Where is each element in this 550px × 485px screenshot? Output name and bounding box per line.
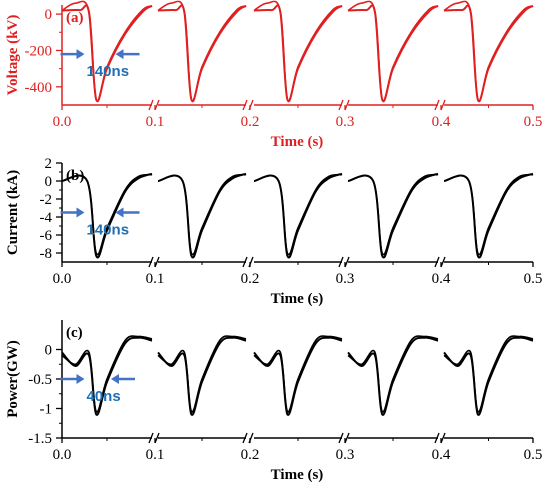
x-tick-label: 0.4 [432,447,451,463]
axis-break-mark [242,99,248,111]
axis-break-mark [440,432,446,444]
y-tick-label: -200 [25,43,53,59]
series-line-4 [443,336,534,416]
series-line-2-b [253,173,343,256]
y-axis-title: Voltage (kV) [5,15,21,96]
series-line-0 [61,172,153,259]
axis-break-mark [344,99,350,111]
axis-break-mark [344,256,350,268]
axis-break-mark [154,99,160,111]
axis-break-mark [440,256,446,268]
x-tick-label: 0.3 [336,271,355,287]
y-tick-label: 2 [45,156,53,172]
x-tick-label: 0.0 [53,271,72,287]
axis-break-mark [338,99,344,111]
axis-break-mark [338,256,344,268]
x-tick-label: 0.2 [241,114,260,130]
annotation-label: 140ns [87,63,130,80]
y-tick-label: 0 [45,7,53,23]
series-line-4 [443,172,534,259]
series-line-0-b [61,173,153,256]
series-line-1 [157,4,247,103]
series-line-2-b [253,335,343,413]
panel-label: (c) [66,325,83,341]
annotation-arrowhead-left [76,207,85,218]
axis-break-mark [242,256,248,268]
axis-break-mark [440,99,446,111]
x-tick-label: 0.5 [524,114,543,130]
axis-break-mark [344,432,350,444]
annotation-label: 140ns [87,222,130,239]
x-tick-label: 0.3 [336,114,355,130]
axis-break-mark [148,99,154,111]
axis-break-mark [434,432,440,444]
y-tick-label: -1 [40,402,53,418]
annotation-arrowhead-left [76,49,85,60]
y-tick-label: -400 [25,80,53,96]
series-line-4 [443,4,534,103]
x-axis-title: Time (s) [271,291,324,307]
y-tick-label: 0 [45,343,53,359]
panel-c: 0 -0.5 -1 -1.50.0 0.1 0.2 0.3 0.4 0.5 Time (s) Pow… [5,320,542,483]
axis-break-mark [242,432,248,444]
axis-break-mark [154,256,160,268]
axis-break-mark [148,256,154,268]
x-tick-label: 0.2 [241,271,260,287]
x-tick-label: 0.1 [146,271,165,287]
series-line-1 [157,172,247,259]
x-tick-label: 0.5 [524,447,543,463]
x-tick-label: 0.0 [53,447,72,463]
series-line-3 [347,336,439,416]
series-line-1-b [157,335,247,413]
series-line-2 [253,172,343,259]
y-tick-label: -2 [40,192,53,208]
series-line-3-b [347,335,439,413]
series-line-4-b [443,173,534,256]
x-tick-label: 0.3 [336,447,355,463]
y-tick-label: -4 [40,210,53,226]
series-line-1 [157,336,247,416]
axis-break-mark [338,432,344,444]
series-line-0 [61,336,153,416]
y-tick-label: 0 [45,174,53,190]
x-tick-label: 0.5 [524,271,543,287]
y-axis-title: Current (kA) [5,170,21,255]
annotation-arrowhead-left [76,374,85,384]
y-tick-label: -6 [40,228,53,244]
y-tick-label: -8 [40,246,53,262]
series-line-3 [347,4,439,103]
y-tick-label: -0.5 [28,372,52,388]
axis-break-mark [434,99,440,111]
annotation-arrowhead-right [115,49,124,60]
annotation-arrowhead-right [115,207,124,218]
series-line-1-b [157,173,247,256]
x-axis-title: Time (s) [271,134,324,150]
panel-a: 0 -200 -400 0.0 0.1 0.2 0.3 0.4 0.5 Time (s) Volta… [5,0,543,150]
annotation-arrowhead-right [111,374,119,384]
series-line-4-b [443,335,534,413]
y-tick-label: -1.5 [28,431,52,447]
series-line-0 [61,4,153,103]
axis-break-mark [434,256,440,268]
series-line-2 [253,4,343,103]
series-line-2 [253,336,343,416]
panel-label: (a) [66,10,84,26]
axis-break-mark [154,432,160,444]
axis-break-mark [148,432,154,444]
x-tick-label: 0.4 [432,271,451,287]
x-axis-title: Time (s) [271,467,324,483]
x-tick-label: 0.0 [53,114,72,130]
series-line-3 [347,172,439,259]
x-tick-label: 0.4 [432,114,451,130]
series-line-3-b [347,173,439,256]
annotation-label: 40ns [87,388,121,405]
y-axis-title: Power(GW) [5,340,21,417]
panel-b: 2 0 -2 -4 -6 -80.0 0.1 0.2 0.3 0.4 0.5 Time (s) Curr… [5,156,542,307]
x-tick-label: 0.2 [241,447,260,463]
x-tick-label: 0.1 [146,447,165,463]
x-tick-label: 0.1 [146,114,165,130]
